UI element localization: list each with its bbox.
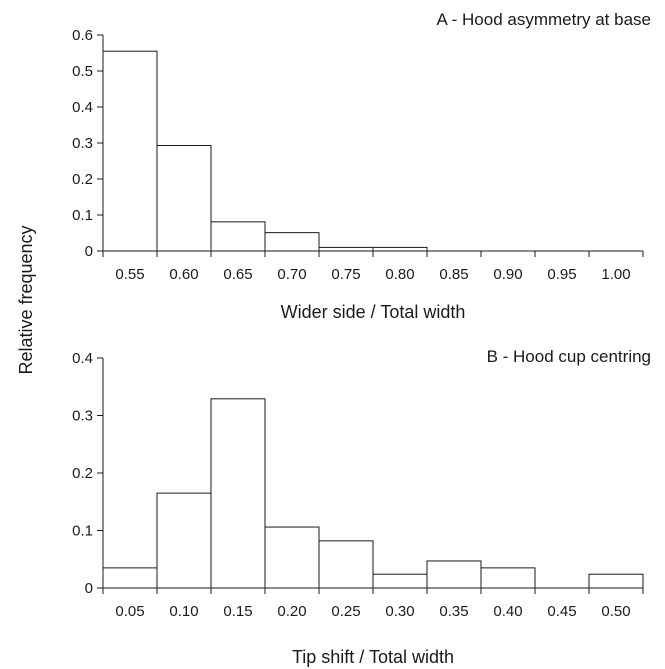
panel-b-x-tick-label: 0.35: [439, 603, 468, 620]
panel-b-y-ticks: 0 0.1 0.2 0.3 0.4: [72, 350, 103, 597]
panel-a-bar: [319, 247, 373, 251]
panel-b-x-tick-label: 0.25: [331, 603, 360, 620]
shared-y-axis-title: Relative frequency: [16, 225, 36, 374]
panel-a-x-tick-label: 0.75: [331, 266, 360, 283]
panel-a-y-tick-label: 0.1: [72, 207, 93, 224]
panel-b-bar: [157, 493, 211, 588]
panel-b-x-tick-label: 0.15: [223, 603, 252, 620]
panel-b-x-tick-label: 0.20: [277, 603, 306, 620]
panel-b-bar: [589, 574, 643, 588]
panel-a-y-tick-label: 0.5: [72, 63, 93, 80]
panel-b-x-axis-title: Tip shift / Total width: [292, 647, 454, 667]
panel-a-x-tick-label: 1.00: [601, 266, 630, 283]
panel-a-x-tick-label: 0.85: [439, 266, 468, 283]
panel-b-x-ticks: 0.05 0.10 0.15 0.20 0.25 0.30 0.35 0.40 0.45 0.50: [103, 588, 643, 620]
panel-b-bar: [427, 561, 481, 588]
panel-b-bar: [319, 541, 373, 588]
panel-b: 00.10.20.30.4 0.05 0.10 0.15 0.20 0.25 0.30 0.…: [72, 347, 651, 667]
panel-a-y-tick-label: 0.4: [72, 99, 93, 116]
panel-b-y-tick-label: 0.2: [72, 465, 93, 482]
panel-b-x-tick-label: 0.30: [385, 603, 414, 620]
panel-a-x-axis-title: Wider side / Total width: [281, 302, 466, 322]
panel-b-x-tick-label: 0.40: [493, 603, 522, 620]
panel-a-x-tick-label: 0.80: [385, 266, 414, 283]
panel-a-x-tick-label: 0.60: [169, 266, 198, 283]
panel-a-x-tick-label: 0.70: [277, 266, 306, 283]
panel-b-bar: [265, 527, 319, 588]
panel-b-y-tick-label: 0: [85, 580, 93, 597]
panel-a-y-tick-label: 0.2: [72, 171, 93, 188]
panel-b-bar: [373, 574, 427, 588]
panel-a-y-tick-label: 0.3: [72, 135, 93, 152]
panel-a-x-ticks: 0.55 0.60 0.65 0.70 0.75 0.80 0.85 0.90 0.95 1.00: [103, 251, 643, 283]
panel-a-bar: [103, 51, 157, 251]
panel-b-y-tick-label: 0.4: [72, 350, 93, 367]
panel-b-y-tick-label: 0.3: [72, 408, 93, 425]
panel-a-bar: [211, 222, 265, 251]
panel-b-x-tick-label: 0.05: [115, 603, 144, 620]
panel-b-y-tick-label: 0.1: [72, 523, 93, 540]
panel-a-x-tick-label: 0.90: [493, 266, 522, 283]
panel-b-bar: [103, 568, 157, 588]
panel-a-bars: [103, 51, 427, 251]
panel-a-x-tick-label: 0.65: [223, 266, 252, 283]
panel-a-x-tick-label: 0.95: [547, 266, 576, 283]
panel-b-bar: [481, 568, 535, 588]
panel-b-bar: [211, 399, 265, 588]
panel-b-x-tick-label: 0.10: [169, 603, 198, 620]
panel-a-y-tick-label: 0: [85, 243, 93, 260]
panel-a-bar: [157, 146, 211, 251]
panel-b-title: B - Hood cup centring: [487, 347, 651, 366]
panel-b-bars: [103, 399, 643, 588]
panel-a: 0 0.1 0.2 0.3 0.4 0.5 0.6 0.55 0.60 0.65 0.70 0.75…: [72, 10, 651, 322]
panel-a-x-tick-label: 0.55: [115, 266, 144, 283]
panel-a-bar: [265, 233, 319, 251]
panel-a-title: A - Hood asymmetry at base: [437, 10, 651, 29]
panel-a-bar: [373, 247, 427, 251]
panel-a-y-tick-label: 0.6: [72, 27, 93, 44]
panel-b-x-tick-label: 0.45: [547, 603, 576, 620]
panel-a-y-ticks: 0 0.1 0.2 0.3 0.4 0.5 0.6: [72, 27, 103, 260]
panel-b-x-tick-label: 0.50: [601, 603, 630, 620]
